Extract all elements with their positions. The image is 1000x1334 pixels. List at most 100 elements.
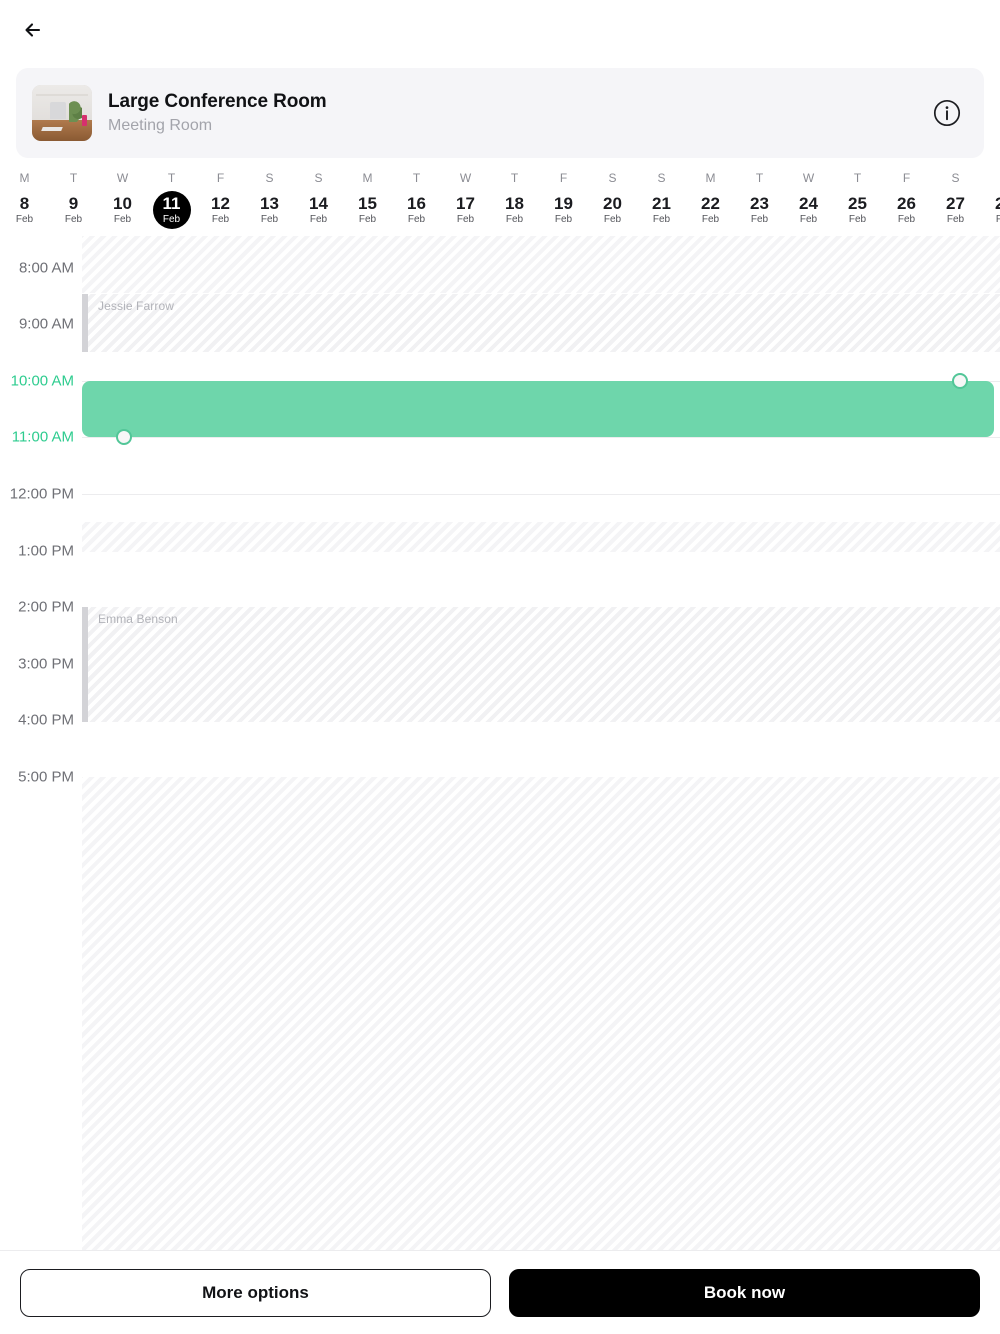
hour-gridline xyxy=(82,494,1000,495)
resize-handle-top[interactable] xyxy=(952,373,968,389)
calendar-scroll-area[interactable]: Jessie Farrow Emma Benson 8:00 AM 9:00 AM 1… xyxy=(0,232,1000,1250)
date-cell[interactable]: S 20 Feb xyxy=(588,170,637,229)
date-dow: T xyxy=(412,171,421,185)
date-cell[interactable]: T 23 Feb xyxy=(735,170,784,229)
date-day-number: 15 xyxy=(358,193,377,213)
date-strip[interactable]: M 8 Feb T 9 Feb W 10 Feb T 11 Feb F 12 Feb S 13 Feb S 14 Feb… xyxy=(0,170,1000,234)
date-cell[interactable]: S28Feb xyxy=(980,170,1000,229)
date-number[interactable]: 19 Feb xyxy=(545,191,583,229)
date-day-number: 23 xyxy=(750,193,769,213)
date-number[interactable]: 14 Feb xyxy=(300,191,338,229)
date-dow: F xyxy=(559,171,568,185)
date-number[interactable]: 24 Feb xyxy=(790,191,828,229)
date-dow: S xyxy=(608,171,617,185)
date-cell[interactable]: W 10 Feb xyxy=(98,170,147,229)
hour-label: 1:00 PM xyxy=(18,542,74,560)
date-number[interactable]: 16 Feb xyxy=(398,191,436,229)
date-number-selected[interactable]: 11 Feb xyxy=(152,191,191,229)
date-dow: M xyxy=(705,171,716,185)
more-options-button[interactable]: More options xyxy=(20,1268,491,1317)
booked-event[interactable]: Jessie Farrow xyxy=(82,294,1000,352)
date-number[interactable]: 21 Feb xyxy=(643,191,681,229)
date-cell[interactable]: F 12 Feb xyxy=(196,170,245,229)
date-number[interactable]: 12 Feb xyxy=(202,191,240,229)
date-number[interactable]: 25 Feb xyxy=(839,191,877,229)
date-month-label: Feb xyxy=(456,213,475,225)
date-number[interactable]: 15 Feb xyxy=(349,191,387,229)
book-now-button[interactable]: Book now xyxy=(509,1268,980,1317)
date-cell[interactable]: T 9 Feb xyxy=(49,170,98,229)
unavailable-slot xyxy=(82,236,1000,293)
date-number[interactable]: 23 Feb xyxy=(741,191,779,229)
date-month-label: Feb xyxy=(64,213,83,225)
date-day-number: 11 xyxy=(162,193,181,213)
date-day-number: 19 xyxy=(554,193,573,213)
date-day-number: 10 xyxy=(113,193,132,213)
date-month-label: Feb xyxy=(946,213,965,225)
hour-label: 12:00 PM xyxy=(9,485,74,503)
date-dow: W xyxy=(116,171,129,185)
date-dow: T xyxy=(510,171,519,185)
date-day-number: 12 xyxy=(211,193,230,213)
date-cell[interactable]: S 13 Feb xyxy=(245,170,294,229)
date-dow: S xyxy=(265,171,274,185)
date-day-number: 14 xyxy=(309,193,328,213)
date-number[interactable]: 13 Feb xyxy=(251,191,289,229)
date-cell[interactable]: T 11 Feb xyxy=(147,170,196,229)
date-month-label: Feb xyxy=(162,213,181,225)
resize-handle-bottom[interactable] xyxy=(116,429,132,445)
hour-label: 10:00 AM xyxy=(10,372,74,390)
date-cell[interactable]: S 21 Feb xyxy=(637,170,686,229)
top-bar xyxy=(0,0,1000,60)
room-header-card[interactable]: Large Conference Room Meeting Room xyxy=(16,68,984,158)
date-number[interactable]: 26 Feb xyxy=(888,191,926,229)
date-cell[interactable]: M 15 Feb xyxy=(343,170,392,229)
hour-label: 11:00 AM xyxy=(11,428,74,446)
date-dow: W xyxy=(459,171,472,185)
info-button[interactable] xyxy=(932,98,962,128)
calendar-grid[interactable]: Jessie Farrow Emma Benson xyxy=(82,232,1000,1250)
date-month-label: Feb xyxy=(113,213,132,225)
date-cell[interactable]: F 26 Feb xyxy=(882,170,931,229)
booked-event[interactable]: Emma Benson xyxy=(82,607,1000,722)
date-number[interactable]: 18 Feb xyxy=(496,191,534,229)
date-cell[interactable]: S 27 Feb xyxy=(931,170,980,229)
back-button[interactable] xyxy=(12,8,56,52)
date-month-label: Feb xyxy=(358,213,377,225)
time-selection-block[interactable] xyxy=(82,373,994,445)
date-number[interactable]: 9 Feb xyxy=(55,191,93,229)
date-cell[interactable]: M 8 Feb xyxy=(0,170,49,229)
date-cell[interactable]: T 18 Feb xyxy=(490,170,539,229)
date-cell[interactable]: M 22 Feb xyxy=(686,170,735,229)
date-day-number: 22 xyxy=(701,193,720,213)
date-cell[interactable]: T 16 Feb xyxy=(392,170,441,229)
date-number[interactable]: 10 Feb xyxy=(104,191,142,229)
date-month-label: Feb xyxy=(799,213,818,225)
date-number[interactable]: 22 Feb xyxy=(692,191,730,229)
date-day-number: 26 xyxy=(897,193,916,213)
date-number[interactable]: 27 Feb xyxy=(937,191,975,229)
date-month-label: Feb xyxy=(897,213,916,225)
date-number[interactable]: 20 Feb xyxy=(594,191,632,229)
date-month-label: Feb xyxy=(652,213,671,225)
hour-gridline xyxy=(82,437,1000,438)
room-subtitle: Meeting Room xyxy=(108,117,213,134)
date-day-number: 28 xyxy=(995,193,1000,213)
date-cell[interactable]: S 14 Feb xyxy=(294,170,343,229)
date-month-label: Feb xyxy=(309,213,328,225)
date-number[interactable]: 28Feb xyxy=(986,191,1000,229)
hour-label: 4:00 PM xyxy=(18,711,74,729)
date-month-label: Feb xyxy=(995,213,1000,225)
date-number[interactable]: 8 Feb xyxy=(6,191,44,229)
date-number[interactable]: 17 Feb xyxy=(447,191,485,229)
date-day-number: 13 xyxy=(260,193,279,213)
date-cell[interactable]: W 24 Feb xyxy=(784,170,833,229)
date-cell[interactable]: W 17 Feb xyxy=(441,170,490,229)
info-circle-icon xyxy=(933,99,961,127)
room-title: Large Conference Room xyxy=(108,91,327,112)
date-cell[interactable]: F 19 Feb xyxy=(539,170,588,229)
date-month-label: Feb xyxy=(554,213,573,225)
unavailable-slot xyxy=(82,522,1000,552)
date-cell[interactable]: T 25 Feb xyxy=(833,170,882,229)
